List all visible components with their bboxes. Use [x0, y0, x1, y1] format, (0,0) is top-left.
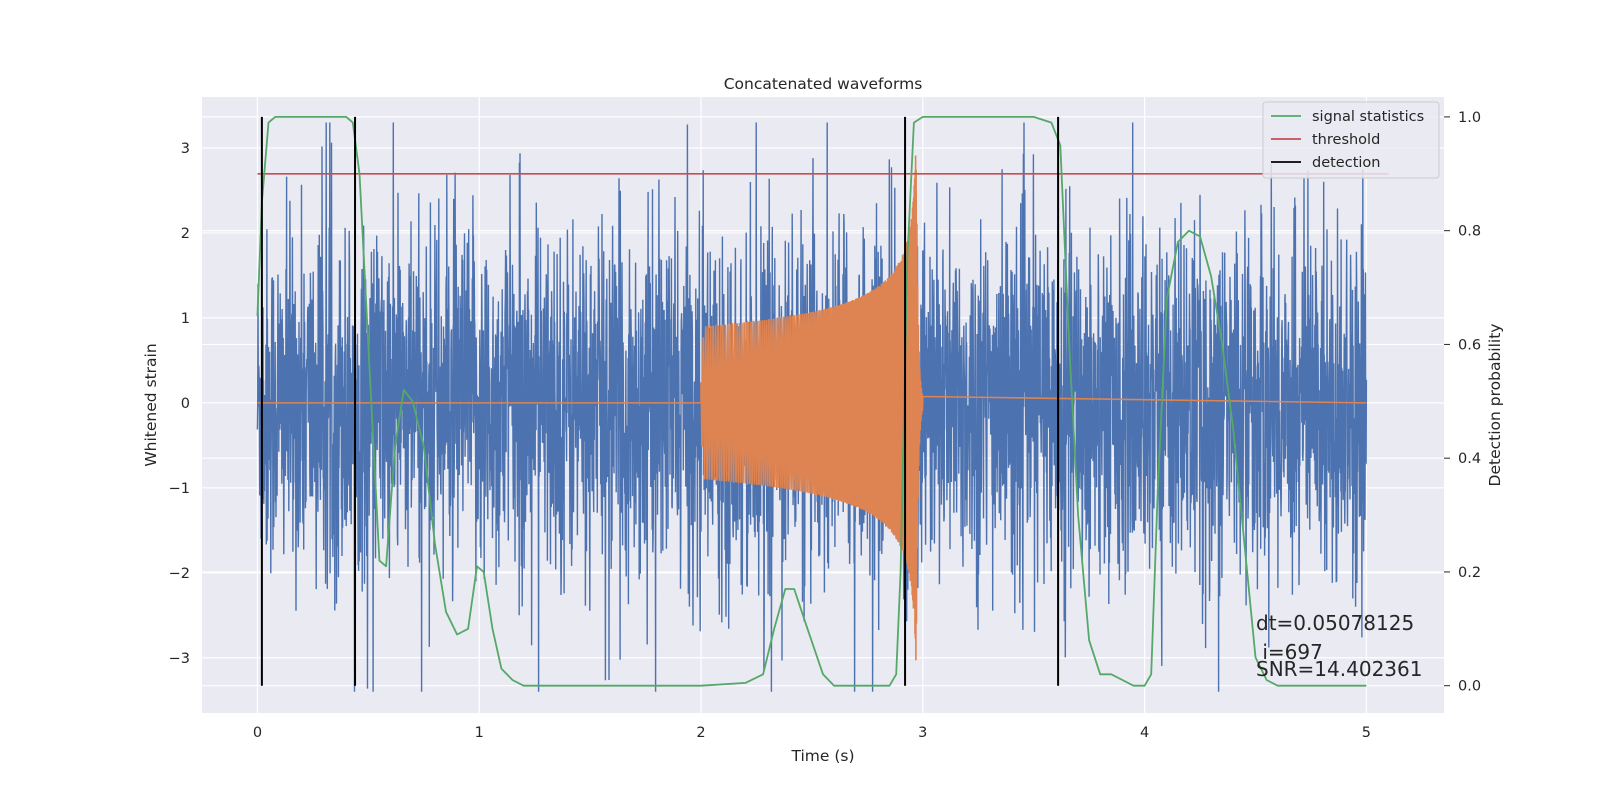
x-tick-label: 0 — [253, 725, 262, 741]
legend-label-threshold: threshold — [1312, 132, 1380, 148]
tick-labels: 0 1 2 3 4 5 −3 −2 −1 0 1 2 3 0.0 0.2 0.4 0.6 0.8 1.0 — [169, 110, 1481, 741]
x-tick-label: 4 — [1140, 725, 1149, 741]
y-tick-label: 2 — [181, 226, 190, 242]
x-tick-label: 5 — [1362, 725, 1371, 741]
y-axis-label: Whitened strain — [142, 343, 160, 466]
y-tick-label: −1 — [169, 481, 190, 497]
annotation-index: i=697 — [1256, 640, 1323, 664]
waveform-series-line — [257, 155, 1367, 661]
y-tick-label: 0 — [181, 396, 190, 412]
y2-tick-label: 0.6 — [1458, 337, 1481, 353]
annotation-dt: dt=0.05078125 — [1256, 611, 1414, 635]
y2-tick-label: 0.2 — [1458, 565, 1481, 581]
signal-statistics-line — [256, 116, 1367, 687]
y-tick-label: 3 — [181, 141, 190, 157]
y2-tick-label: 0.4 — [1458, 451, 1481, 467]
y2-tick-label: 0.0 — [1458, 679, 1481, 695]
x-tick-label: 1 — [475, 725, 484, 741]
legend: signal statistics threshold detection — [1262, 101, 1440, 179]
y-tick-label: 1 — [181, 311, 190, 327]
y2-tick-label: 0.8 — [1458, 224, 1481, 240]
legend-frame — [1262, 101, 1440, 179]
legend-label-signal-statistics: signal statistics — [1312, 109, 1424, 125]
plot-layer — [256, 116, 1389, 692]
y-tick-label: −2 — [169, 566, 190, 582]
y2-tick-label: 1.0 — [1458, 110, 1481, 126]
y2-axis-label: Detection probability — [1486, 324, 1504, 487]
x-tick-label: 3 — [918, 725, 927, 741]
x-tick-label: 2 — [696, 725, 705, 741]
chart-title: Concatenated waveforms — [724, 75, 923, 93]
annotation-snr: SNR=14.402361 — [1256, 657, 1422, 681]
stats-annotation: dt=0.05078125 i=697 SNR=14.402361 — [1256, 611, 1422, 681]
y-tick-label: −3 — [169, 651, 190, 667]
x-axis-label: Time (s) — [790, 747, 854, 765]
legend-label-detection: detection — [1312, 155, 1380, 171]
